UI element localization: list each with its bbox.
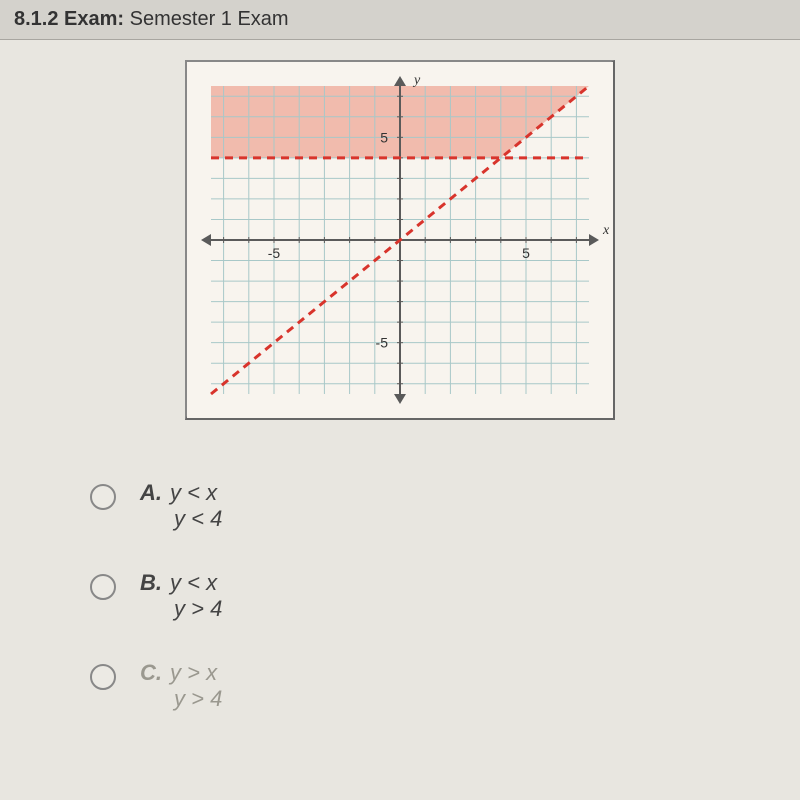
x-tick-label: 5 [522,245,530,261]
option-body: C. y > xy > 4 [140,660,222,712]
option-line2: y < 4 [140,506,222,532]
option-body: A. y < xy < 4 [140,480,222,532]
exam-header: 8.1.2 Exam: Semester 1 Exam [0,0,800,40]
option-letter: C. [140,660,162,685]
option-line1: y > x [170,660,217,685]
option-letter: B. [140,570,162,595]
x-tick-label: -5 [268,245,281,261]
inequality-graph: -5 5 5 -5 y x [187,62,613,418]
option-body: B. y < xy > 4 [140,570,222,622]
answer-option-B[interactable]: B. y < xy > 4 [90,570,800,622]
answer-list: A.y < xy < 4B.y < xy > 4C.y > xy > 4 [0,480,800,712]
option-line2: y > 4 [140,596,222,622]
graph-frame: -5 5 5 -5 y x [185,60,615,420]
graph-container: -5 5 5 -5 y x [185,60,615,420]
answer-option-C[interactable]: C. y > xy > 4 [90,660,800,712]
option-line1: y < x [170,480,217,505]
y-tick-label: -5 [376,335,389,351]
section-number: 8.1.2 [14,8,58,30]
radio-button[interactable] [90,574,116,600]
x-axis-label: x [602,223,610,238]
option-line1: y < x [170,570,217,595]
exam-label: Exam: [64,8,130,30]
answer-option-A[interactable]: A. y < xy < 4 [90,480,800,532]
y-axis-label: y [412,73,421,88]
radio-button[interactable] [90,664,116,690]
y-tick-label: 5 [380,129,388,145]
content-area: -555-5yx A.y < xy < 4B.y < xy > 4C.y > x… [0,40,800,712]
option-line2: y > 4 [140,686,222,712]
option-letter: A. [140,480,162,505]
exam-title: Semester 1 Exam [130,8,289,30]
radio-button[interactable] [90,484,116,510]
